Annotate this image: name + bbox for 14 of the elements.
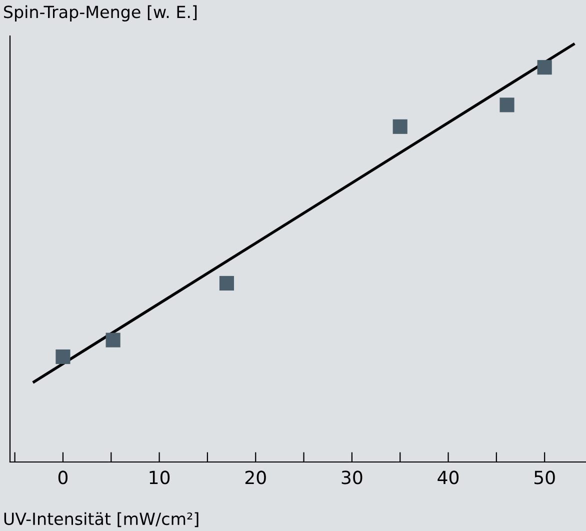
point [500,98,514,112]
x-axis-title: UV-Intensität [mW/cm²] [4,512,198,528]
x-tick-label: 50 [534,470,555,484]
x-tick-label: 40 [438,470,459,484]
point [537,60,552,75]
x-tick-label: 20 [245,470,266,484]
point [392,119,408,134]
point [106,332,120,348]
x-tick-label: 30 [342,470,362,484]
x-tick-label: 10 [150,470,170,484]
y-axis-title: Spin-Trap-Menge [w. E.] [4,5,197,22]
point [219,276,234,291]
x-tick-label: 0 [58,470,68,484]
point [56,349,70,364]
